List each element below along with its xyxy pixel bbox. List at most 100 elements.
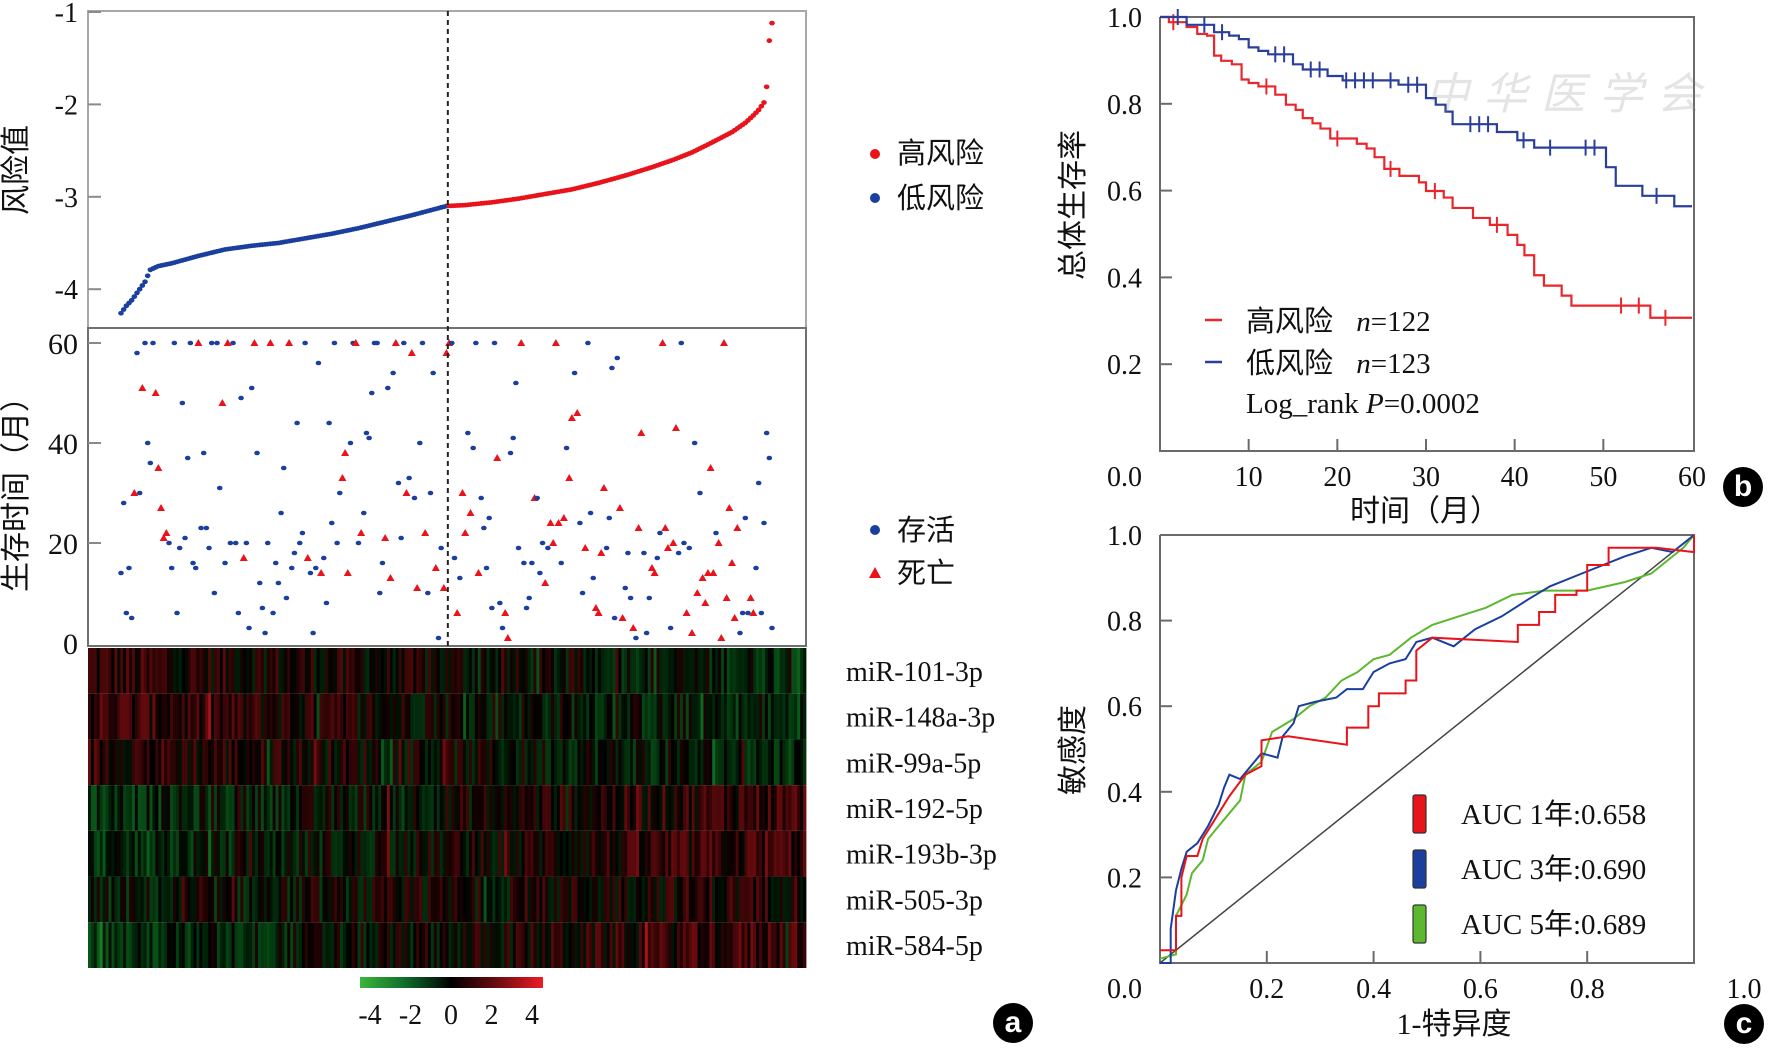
heatmap-cell [565,876,570,923]
survival-point-alive [497,600,503,606]
heatmap-cell [694,648,698,694]
risk-y-tick-label: -4 [55,275,78,306]
heatmap-cell [756,648,760,694]
heatmap-cell [427,876,432,923]
survival-point-dead [402,489,411,496]
heatmap-cell [794,922,798,968]
survival-point-dead [541,579,550,586]
survival-point-dead [714,539,723,546]
heatmap-cell [278,739,282,786]
survival-point-alive [336,490,343,496]
heatmap-cell [770,693,775,740]
heatmap-cell [510,922,514,968]
heatmap-cell [351,876,356,923]
heatmap-cell [750,785,754,831]
heatmap-cell [706,876,710,923]
heatmap-cell [222,830,227,877]
heatmap-cell [187,648,191,694]
heatmap-cell [592,693,596,740]
heatmap-cell [111,876,115,923]
heatmap-cell [457,693,461,740]
survival-point-dead [317,569,326,576]
heatmap-cell [178,785,183,831]
heatmap-cell [216,922,221,968]
heatmap-cell [433,693,438,740]
heatmap-cell [451,876,455,923]
heatmap-cell [515,739,520,786]
roc-x-tick-label: 0.8 [1570,974,1605,1005]
heatmap-cell [753,693,757,740]
heatmap-cell [677,693,681,740]
heatmap-cell [762,830,766,877]
heatmap-cell [498,876,502,923]
heatmap-cell [257,830,262,877]
heatmap-cell [260,830,265,877]
heatmap-cell [682,785,687,831]
heatmap-cell [164,830,168,877]
heatmap-cell [466,785,470,831]
heatmap-cell [559,785,564,831]
heatmap-cell [729,785,734,831]
heatmap-cell [325,830,329,877]
survival-point-dead [338,474,347,481]
heatmap-cell [735,830,739,877]
heatmap-cell [741,785,745,831]
heatmap-cell [691,830,696,877]
heatmap-cell [410,739,414,786]
risk-y-tick-label: -2 [55,90,78,121]
heatmap-cell [187,693,191,740]
heatmap-cell [791,830,795,877]
heatmap-cell [240,693,244,740]
heatmap-cell [788,648,792,694]
survival-point-alive [398,535,404,541]
heatmap-cell [451,785,455,831]
heatmap-cell [102,785,106,831]
heatmap-cell [410,648,414,694]
heatmap-cell [354,876,359,923]
heatmap-cell [656,739,660,786]
heatmap-cell [114,830,118,877]
heatmap-cell [803,830,807,877]
heatmap-cell [351,739,356,786]
heatmap-cell [389,648,394,694]
heatmap-cell [647,785,652,831]
heatmap-cell [93,876,98,923]
survival-point-alive [737,630,743,636]
heatmap-cell [313,785,317,831]
survival-point-alive [307,570,314,576]
heatmap-cell [386,922,391,968]
heatmap-cell [762,693,766,740]
heatmap-cell [644,648,649,694]
heatmap-cell [202,693,206,740]
survival-point-alive [537,570,543,576]
heatmap-cell [146,693,150,740]
heatmap-cell [800,830,804,877]
heatmap-cell [369,830,373,877]
heatmap-cell [595,693,599,740]
survival-point-alive [539,540,546,546]
heatmap-cell [803,693,807,740]
heatmap-cell [149,693,153,740]
heatmap-cell [756,830,760,877]
heatmap-cell [425,693,429,740]
heatmap-cell [474,648,479,694]
survival-point-alive [385,385,391,391]
heatmap-cell [721,922,725,968]
heatmap-cell [278,648,282,694]
heatmap-cell [410,785,414,831]
survival-point-alive [291,550,298,556]
heatmap-cell [240,739,244,786]
heatmap-cell [694,693,698,740]
heatmap-cell [231,830,235,877]
heatmap-row-labels: miR-101-3pmiR-148a-3pmiR-99a-5pmiR-192-5… [846,657,997,962]
heatmap-cell [181,876,186,923]
heatmap-cell [553,830,558,877]
heatmap-cell [630,876,634,923]
heatmap-cell [644,830,649,877]
heatmap-cell [457,739,461,786]
survival-point-alive [179,400,186,406]
heatmap-cell [718,693,722,740]
heatmap-cell [313,693,317,740]
survival-point-alive [515,545,522,551]
heatmap-cell [794,876,798,923]
